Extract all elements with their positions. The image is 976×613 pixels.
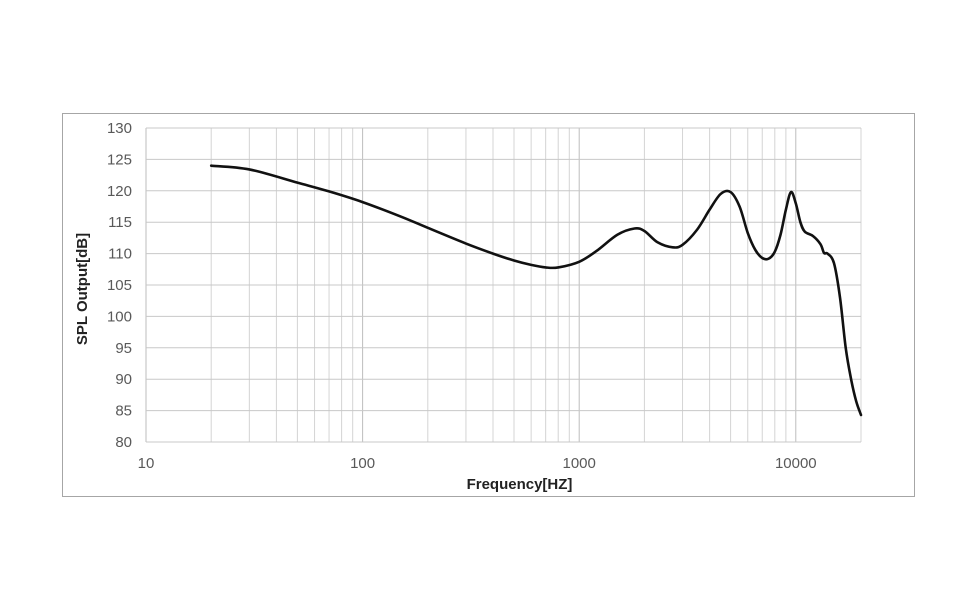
y-tick-label: 95	[115, 340, 132, 357]
y-tick-label: 130	[107, 120, 132, 137]
y-tick-label: 85	[115, 403, 132, 420]
spl-response-line	[209, 164, 863, 417]
chart-frame: 130 125 120 115 110 105 100 95 90 85 80 10 100 1000 1…	[62, 113, 915, 497]
y-tick-label: 90	[115, 371, 132, 388]
spl-frequency-chart: 130 125 120 115 110 105 100 95 90 85 80 10 100 1000 1…	[74, 120, 863, 493]
x-tick-label: 10000	[775, 455, 817, 472]
y-tick-label: 100	[107, 308, 132, 325]
x-axis-title: Frequency[HZ]	[467, 476, 573, 493]
y-tick-label: 110	[108, 246, 132, 263]
x-tick-label: 100	[350, 455, 375, 472]
y-tick-label: 125	[107, 151, 132, 168]
y-tick-label: 105	[107, 277, 132, 294]
x-tick-label: 1000	[563, 455, 596, 472]
y-axis-title: SPL Output[dB]	[74, 233, 91, 345]
y-tick-label: 120	[107, 183, 132, 200]
x-tick-label: 10	[138, 455, 155, 472]
y-tick-label: 115	[108, 214, 132, 231]
y-tick-label: 80	[115, 434, 132, 451]
